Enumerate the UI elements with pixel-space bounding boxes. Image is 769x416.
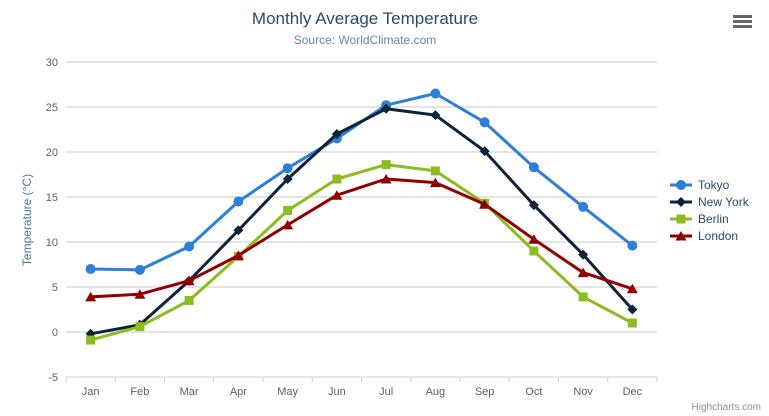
data-point-marker-berlin[interactable]: [381, 160, 391, 170]
y-axis-label: 0: [52, 327, 58, 339]
data-point-marker-london[interactable]: [429, 177, 441, 188]
hamburger-menu-icon: [733, 15, 752, 18]
export-menu-button[interactable]: [731, 13, 755, 31]
x-axis-label: Oct: [525, 386, 542, 398]
legend-symbol-square[interactable]: [676, 214, 686, 224]
y-axis-label: 30: [46, 57, 58, 69]
data-point-marker-new-york[interactable]: [578, 249, 589, 260]
series-line-berlin[interactable]: [90, 163, 634, 342]
series-line-london[interactable]: [90, 177, 633, 299]
x-axis-label: Jun: [328, 386, 346, 398]
series-line-new-york[interactable]: [90, 107, 634, 336]
hamburger-menu-icon: [733, 25, 752, 28]
data-point-marker-tokyo[interactable]: [282, 163, 293, 174]
data-point-marker-london[interactable]: [479, 199, 491, 209]
data-point-marker-berlin[interactable]: [184, 296, 194, 305]
data-point-marker-london[interactable]: [134, 289, 146, 299]
data-point-marker-tokyo[interactable]: [627, 240, 638, 251]
x-axis-label: Jan: [82, 386, 100, 398]
y-axis-label: 10: [46, 237, 58, 249]
legend-marker-circle-icon: [670, 180, 692, 190]
data-point-marker-tokyo[interactable]: [430, 88, 441, 99]
data-point-marker-new-york[interactable]: [381, 103, 392, 114]
y-axis-label: 25: [46, 102, 58, 114]
data-point-marker-london[interactable]: [380, 174, 392, 184]
data-point-marker-london[interactable]: [85, 291, 97, 302]
x-axis-label: Nov: [573, 386, 593, 398]
legend-symbol-circle[interactable]: [676, 180, 686, 190]
data-point-marker-new-york[interactable]: [282, 174, 293, 184]
legend-label: Berlin: [698, 212, 729, 226]
data-point-marker-berlin[interactable]: [283, 206, 293, 215]
data-point-marker-new-york[interactable]: [528, 200, 539, 211]
data-point-marker-london[interactable]: [183, 275, 195, 286]
legend-item-tokyo[interactable]: Tokyo: [670, 177, 749, 193]
x-axis-label: Aug: [426, 386, 446, 398]
x-axis-label: Jul: [379, 386, 393, 398]
data-point-marker-berlin[interactable]: [627, 318, 637, 328]
data-point-marker-berlin[interactable]: [430, 166, 440, 176]
data-point-marker-tokyo[interactable]: [233, 196, 244, 207]
data-point-marker-new-york[interactable]: [627, 304, 638, 315]
data-point-marker-tokyo[interactable]: [578, 201, 589, 212]
data-point-marker-london[interactable]: [528, 234, 540, 244]
data-point-marker-london[interactable]: [282, 219, 294, 230]
data-point-marker-tokyo[interactable]: [85, 264, 96, 274]
data-point-marker-tokyo[interactable]: [479, 117, 490, 128]
legend-marker-square-icon: [670, 214, 692, 224]
y-axis-label: 15: [46, 192, 58, 204]
legend-item-london[interactable]: London: [670, 228, 749, 244]
credits-link[interactable]: Highcharts.com: [691, 402, 761, 413]
data-point-marker-berlin[interactable]: [529, 246, 539, 256]
x-axis-label: Feb: [130, 386, 149, 398]
x-axis-label: Mar: [180, 386, 199, 398]
legend-symbol-triangle[interactable]: [675, 231, 687, 241]
legend-symbol-diamond[interactable]: [676, 197, 686, 207]
y-axis-label: 5: [52, 282, 58, 294]
data-point-marker-new-york[interactable]: [479, 146, 490, 157]
x-axis-label: Apr: [230, 386, 247, 398]
x-axis-label: May: [277, 386, 298, 398]
data-point-marker-berlin[interactable]: [332, 174, 342, 184]
data-point-marker-berlin[interactable]: [578, 292, 588, 302]
legend-label: Tokyo: [698, 178, 730, 192]
chart-title: Monthly Average Temperature: [251, 9, 479, 28]
legend: Tokyo New York Berlin London: [670, 177, 749, 245]
legend-marker-diamond-icon: [670, 197, 692, 207]
data-point-marker-tokyo[interactable]: [134, 264, 145, 275]
y-axis-label: -5: [48, 372, 58, 384]
y-axis-label: 20: [46, 147, 58, 159]
legend-item-new-york[interactable]: New York: [670, 194, 749, 210]
data-point-marker-tokyo[interactable]: [184, 241, 195, 252]
data-point-marker-london[interactable]: [232, 250, 244, 261]
x-axis-label: Sep: [475, 386, 495, 398]
legend-item-berlin[interactable]: Berlin: [670, 211, 749, 227]
chart-subtitle: Source: WorldClimate.com: [293, 33, 437, 47]
data-point-marker-london[interactable]: [626, 283, 638, 294]
data-point-marker-berlin[interactable]: [86, 335, 96, 345]
data-point-marker-tokyo[interactable]: [528, 162, 539, 173]
data-point-marker-new-york[interactable]: [233, 225, 244, 236]
legend-label: New York: [698, 195, 749, 209]
legend-label: London: [698, 229, 739, 243]
data-point-marker-berlin[interactable]: [135, 322, 145, 332]
data-point-marker-new-york[interactable]: [430, 110, 441, 121]
x-axis-label: Dec: [623, 386, 643, 398]
data-point-marker-new-york[interactable]: [331, 129, 342, 139]
data-point-marker-london[interactable]: [331, 190, 343, 200]
hamburger-menu-icon: [733, 20, 752, 23]
legend-marker-triangle-icon: [670, 231, 692, 241]
data-point-marker-london[interactable]: [577, 267, 589, 278]
